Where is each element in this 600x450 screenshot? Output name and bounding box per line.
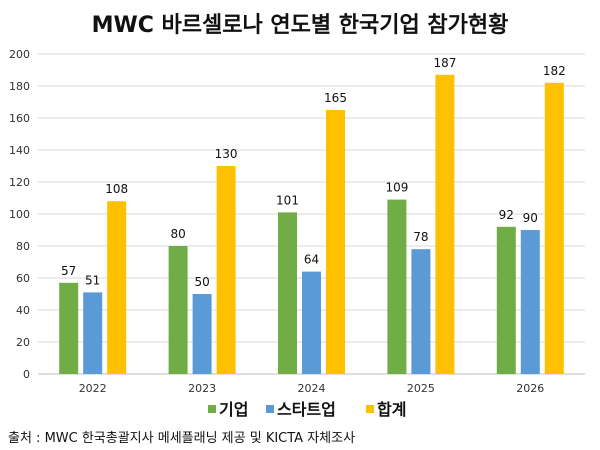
data-label: 50	[194, 275, 209, 289]
data-label: 165	[324, 91, 347, 105]
data-label: 130	[215, 147, 238, 161]
y-tick-label: 0	[23, 368, 30, 381]
bar-합계-2023	[216, 166, 236, 374]
bar-스타트업-2022	[83, 292, 103, 374]
y-tick-label: 140	[9, 144, 30, 157]
y-tick-label: 60	[16, 272, 30, 285]
x-tick-label: 2022	[79, 382, 107, 395]
data-label: 109	[385, 181, 408, 195]
legend-label: 스타트업	[277, 400, 336, 419]
data-label: 90	[523, 211, 538, 225]
bar-합계-2026	[544, 82, 564, 375]
data-label: 187	[433, 56, 456, 70]
data-label: 78	[413, 230, 428, 244]
bar-합계-2024	[326, 110, 345, 374]
legend-label: 기업	[219, 400, 248, 419]
source-note: 출처 : MWC 한국총괄지사 메세플래닝 제공 및 KICTA 자체조사	[8, 431, 355, 446]
bar-합계-2025	[435, 74, 455, 375]
bar-스타트업-2026	[520, 230, 540, 374]
y-tick-label: 100	[9, 208, 30, 221]
legend-swatch	[266, 405, 274, 413]
bar-합계-2022	[107, 201, 127, 374]
bar-기업-2025	[387, 199, 407, 374]
y-tick-label: 200	[9, 48, 30, 61]
y-tick-label: 20	[16, 336, 30, 349]
bar-기업-2024	[278, 212, 297, 374]
data-label: 182	[543, 64, 566, 78]
y-tick-label: 80	[16, 240, 30, 253]
y-tick-label: 40	[16, 304, 30, 317]
y-tick-label: 160	[9, 112, 30, 125]
chart-title: MWC 바르셀로나 연도별 한국기업 참가현황	[92, 13, 509, 38]
bar-스타트업-2023	[192, 294, 212, 374]
legend-swatch	[208, 405, 216, 413]
data-label: 80	[170, 227, 185, 241]
data-label: 51	[85, 273, 100, 287]
bar-기업-2023	[168, 246, 188, 374]
x-tick-label: 2026	[516, 382, 544, 395]
bar-기업-2026	[496, 226, 516, 374]
bar-스타트업-2025	[411, 249, 431, 374]
legend-label: 합계	[377, 400, 406, 419]
bar-기업-2022	[59, 282, 79, 374]
y-tick-label: 180	[9, 80, 30, 93]
data-label: 92	[499, 208, 514, 222]
bar-스타트업-2024	[302, 271, 321, 374]
data-label: 101	[276, 193, 299, 207]
x-tick-label: 2023	[188, 382, 216, 395]
legend-swatch	[366, 405, 374, 413]
x-tick-label: 2024	[298, 382, 326, 395]
data-label: 57	[61, 264, 76, 278]
data-label: 64	[304, 253, 319, 267]
y-tick-label: 120	[9, 176, 30, 189]
x-tick-label: 2025	[407, 382, 435, 395]
data-label: 108	[105, 182, 128, 196]
